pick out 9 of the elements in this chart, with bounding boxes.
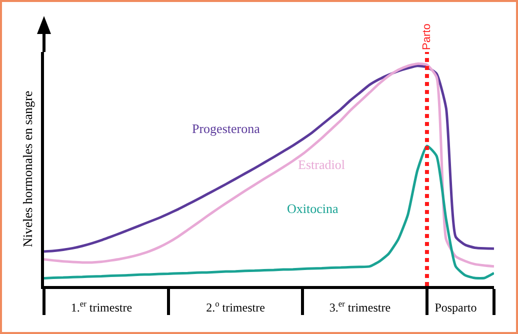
x-tick-label: 3.$^{er}$ trimestre: [329, 299, 391, 314]
series-label: Estradiol: [298, 157, 346, 172]
x-tick-label: 1.$^{er}$ trimestre: [70, 299, 132, 314]
text: Parto: [420, 24, 433, 50]
text: Oxitocina: [287, 201, 338, 216]
series-label: Progesterona: [192, 121, 260, 136]
x-tick-label: Posparto: [434, 300, 477, 314]
x-tick-label: 2.$^{o}$ trimestre: [206, 299, 265, 314]
y-axis-title: Niveles hormonales en sangre: [20, 90, 35, 248]
